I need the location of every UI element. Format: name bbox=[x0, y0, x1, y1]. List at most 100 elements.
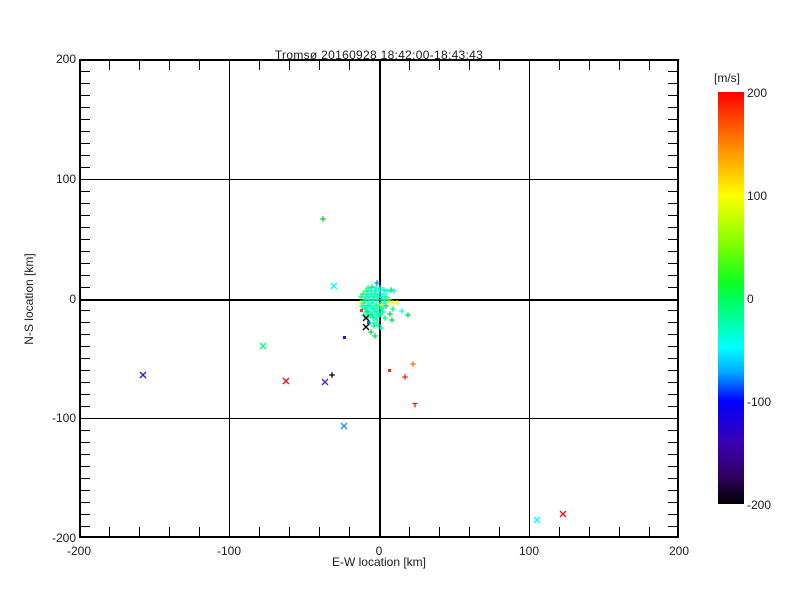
scatter-point bbox=[362, 290, 368, 308]
scatter-point bbox=[383, 296, 389, 314]
scatter-point bbox=[358, 287, 364, 305]
scatter-point bbox=[363, 287, 369, 305]
minor-tick-top bbox=[439, 61, 440, 70]
minor-tick-left bbox=[81, 394, 90, 396]
colorbar-tick-label: 200 bbox=[747, 86, 768, 100]
minor-tick-top bbox=[199, 61, 200, 70]
scatter-point bbox=[377, 305, 383, 323]
scatter-point bbox=[366, 290, 372, 308]
scatter-point bbox=[362, 318, 370, 336]
scatter-point bbox=[375, 315, 381, 333]
scatter-point bbox=[369, 305, 375, 323]
scatter-point bbox=[380, 302, 386, 320]
scatter-point bbox=[387, 304, 393, 322]
colorbar-tick-label: -100 bbox=[747, 395, 772, 409]
minor-tick-top bbox=[409, 61, 410, 70]
colorbar-title: [m/s] bbox=[714, 71, 740, 85]
minor-tick-left bbox=[81, 202, 90, 204]
scatter-point bbox=[382, 308, 388, 326]
minor-tick-right bbox=[668, 502, 677, 504]
minor-tick-left bbox=[81, 370, 90, 372]
scatter-point bbox=[364, 302, 370, 320]
scatter-point bbox=[370, 308, 376, 326]
minor-tick-left bbox=[81, 274, 90, 276]
y-tick-label: -100 bbox=[51, 411, 76, 426]
minor-tick-left bbox=[81, 358, 90, 360]
minor-tick-top bbox=[499, 61, 500, 70]
minor-tick-left bbox=[81, 310, 90, 312]
minor-tick-right bbox=[668, 142, 677, 144]
scatter-point bbox=[371, 316, 377, 334]
scatter-point bbox=[378, 299, 384, 317]
scatter-point bbox=[389, 310, 395, 328]
plot-area bbox=[79, 59, 679, 538]
scatter-point bbox=[372, 281, 378, 299]
scatter-point bbox=[360, 284, 366, 302]
minor-tick-right bbox=[668, 70, 677, 72]
minor-tick-right bbox=[668, 346, 677, 348]
minor-tick-right bbox=[668, 442, 677, 444]
scatter-point bbox=[359, 296, 365, 314]
minor-tick-left bbox=[81, 250, 90, 252]
scatter-point bbox=[390, 299, 396, 317]
minor-tick-right bbox=[668, 370, 677, 372]
scatter-point bbox=[394, 293, 400, 311]
colorbar-tick-label: -200 bbox=[747, 498, 772, 512]
minor-tick-right bbox=[668, 310, 677, 312]
minor-tick-left bbox=[81, 454, 90, 456]
minor-tick-left bbox=[81, 502, 90, 504]
minor-tick-right bbox=[668, 514, 677, 516]
scatter-point bbox=[365, 278, 371, 296]
scatter-point bbox=[391, 281, 397, 299]
minor-tick-top bbox=[589, 61, 590, 70]
scatter-point bbox=[378, 290, 384, 308]
colorbar-tick-label: 100 bbox=[747, 189, 768, 203]
minor-tick-right bbox=[668, 466, 677, 468]
scatter-point bbox=[381, 280, 387, 298]
minor-tick-bottom bbox=[619, 527, 620, 536]
scatter-point bbox=[402, 367, 408, 385]
minor-tick-left bbox=[81, 490, 90, 492]
minor-tick-right bbox=[668, 478, 677, 480]
minor-tick-bottom bbox=[409, 527, 410, 536]
scatter-point bbox=[559, 505, 567, 523]
minor-tick-bottom bbox=[169, 527, 170, 536]
colorbar bbox=[718, 92, 744, 504]
minor-tick-bottom bbox=[259, 527, 260, 536]
scatter-point bbox=[379, 287, 385, 305]
minor-tick-right bbox=[668, 286, 677, 288]
minor-tick-left bbox=[81, 526, 90, 528]
scatter-point bbox=[282, 372, 290, 390]
minor-tick-top bbox=[109, 61, 110, 70]
minor-tick-bottom bbox=[469, 527, 470, 536]
minor-tick-right bbox=[668, 250, 677, 252]
scatter-point bbox=[259, 337, 267, 355]
scatter-point bbox=[368, 281, 374, 299]
minor-tick-bottom bbox=[649, 527, 650, 536]
scatter-point bbox=[382, 290, 388, 308]
minor-tick-bottom bbox=[289, 527, 290, 536]
scatter-point bbox=[368, 322, 374, 340]
minor-tick-right bbox=[668, 106, 677, 108]
scatter-point bbox=[370, 290, 376, 308]
scatter-point bbox=[386, 290, 392, 308]
minor-tick-left bbox=[81, 94, 90, 96]
minor-tick-bottom bbox=[139, 527, 140, 536]
scatter-point bbox=[340, 417, 348, 435]
y-tick-label: -200 bbox=[51, 531, 76, 545]
scatter-point bbox=[377, 278, 383, 296]
minor-tick-right bbox=[668, 322, 677, 324]
scatter-point bbox=[363, 281, 369, 299]
scatter-point bbox=[371, 287, 377, 305]
minor-tick-left bbox=[81, 430, 90, 432]
minor-tick-left bbox=[81, 514, 90, 516]
minor-tick-left bbox=[81, 478, 90, 480]
minor-tick-left bbox=[81, 142, 90, 144]
scatter-point bbox=[321, 373, 329, 391]
y-tick-label: 100 bbox=[55, 171, 76, 186]
minor-tick-right bbox=[668, 382, 677, 384]
minor-tick-left bbox=[81, 106, 90, 108]
minor-tick-right bbox=[668, 202, 677, 204]
scatter-point bbox=[378, 318, 384, 336]
